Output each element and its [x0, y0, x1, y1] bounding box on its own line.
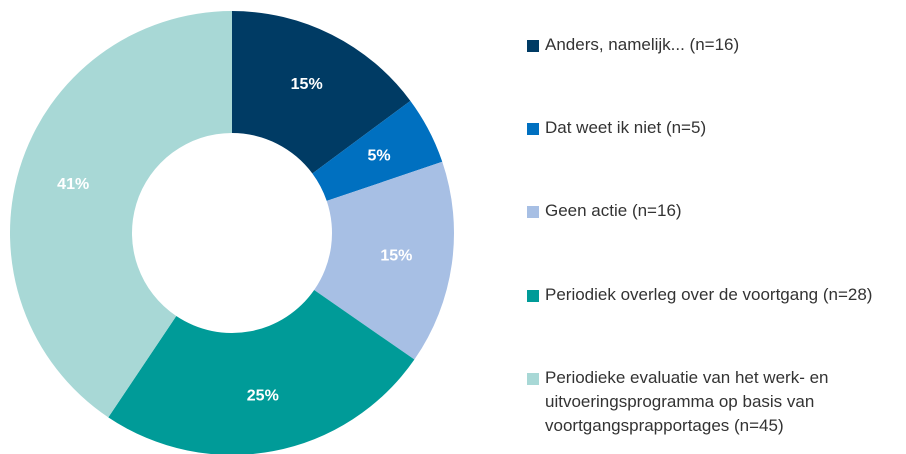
data-label: 15%: [291, 76, 323, 93]
legend-item: Anders, namelijk... (n=16): [527, 33, 897, 57]
legend-label: Periodieke evaluatie van het werk- en ui…: [545, 368, 829, 435]
data-label: 25%: [247, 387, 279, 404]
legend-item: Periodiek overleg over de voortgang (n=2…: [527, 283, 897, 307]
legend-swatch: [527, 373, 539, 385]
donut-slice: [232, 11, 411, 174]
legend-swatch: [527, 123, 539, 135]
legend-item: Geen actie (n=16): [527, 199, 897, 223]
donut-slice: [312, 100, 443, 201]
donut-slice: [9, 11, 233, 418]
legend-label: Anders, namelijk... (n=16): [545, 35, 740, 54]
data-label: 5%: [368, 147, 391, 164]
legend-swatch: [527, 206, 539, 218]
legend-swatch: [527, 40, 539, 52]
donut-slice: [314, 161, 454, 360]
data-label: 41%: [57, 176, 89, 193]
legend-item: Dat weet ik niet (n=5): [527, 116, 897, 140]
donut-slice: [108, 290, 415, 454]
legend-label: Dat weet ik niet (n=5): [545, 118, 707, 137]
data-label: 15%: [380, 247, 412, 264]
legend-label: Geen actie (n=16): [545, 201, 682, 220]
legend-item: Periodieke evaluatie van het werk- en ui…: [527, 366, 897, 438]
legend-label: Periodiek overleg over de voortgang (n=2…: [545, 285, 873, 304]
legend-swatch: [527, 290, 539, 302]
